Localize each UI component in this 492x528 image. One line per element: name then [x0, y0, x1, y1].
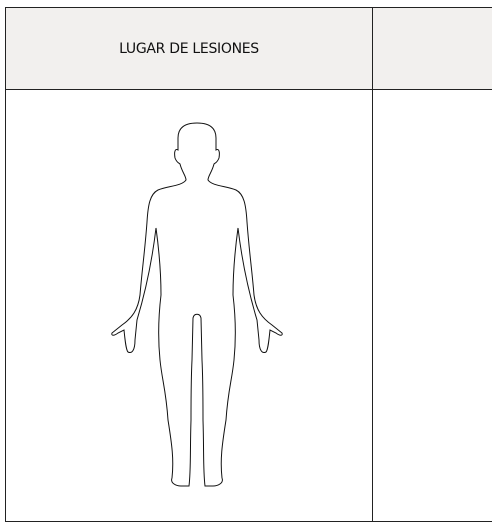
table-header: LUGAR DE LESIONES: [6, 8, 492, 90]
injury-table: LUGAR DE LESIONES: [5, 7, 492, 522]
column-divider: [372, 8, 373, 521]
body-outline: [111, 122, 283, 487]
header-title: LUGAR DE LESIONES: [119, 40, 259, 57]
